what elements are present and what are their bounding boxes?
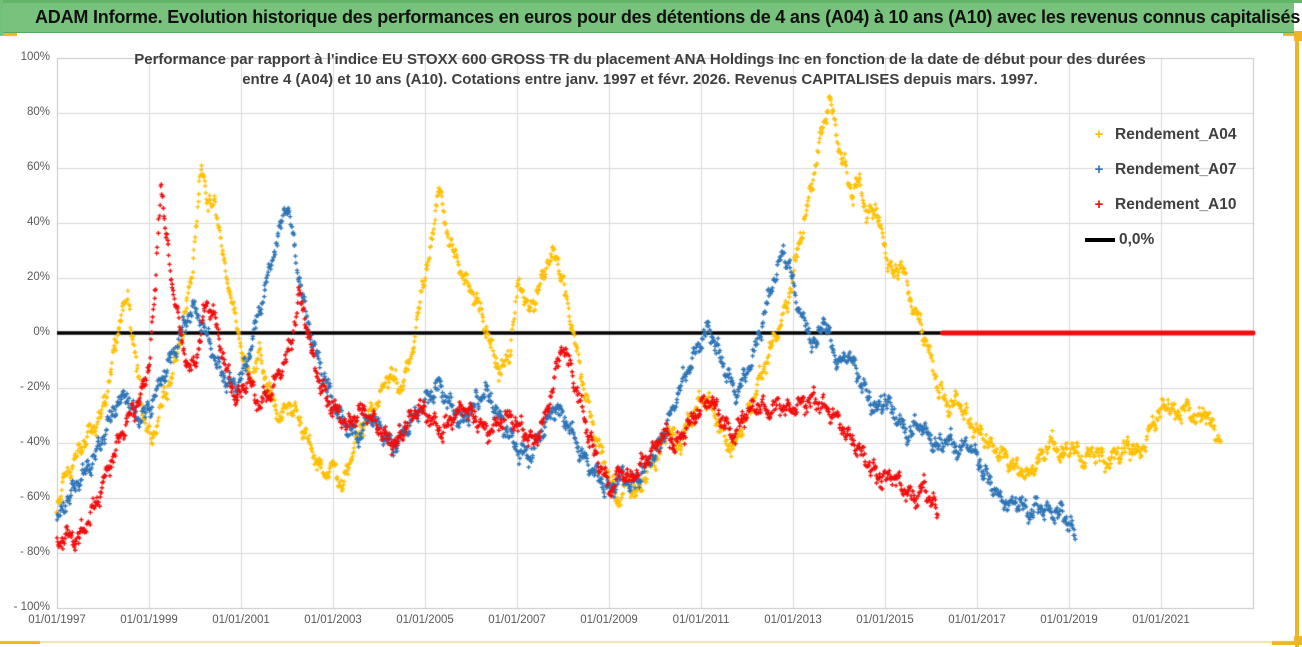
x-tick-label: 01/01/2015	[856, 614, 914, 626]
chart-title-line1: Performance par rapport à l'indice EU ST…	[134, 51, 1146, 68]
plus-marker-icon: +	[1094, 126, 1104, 143]
y-tick-label: 60%	[26, 161, 50, 173]
y-tick-label: - 40%	[19, 436, 50, 448]
y-tick-label: - 100%	[13, 601, 50, 613]
x-tick-label: 01/01/2019	[1040, 614, 1098, 626]
x-tick-label: 01/01/2017	[948, 614, 1006, 626]
y-tick-label: 100%	[20, 51, 50, 63]
plus-marker-icon: +	[1094, 161, 1104, 178]
chart-title: Performance par rapport à l'indice EU ST…	[120, 50, 1160, 90]
chart-title-line2: entre 4 (A04) et 10 ans (A10). Cotations…	[242, 71, 1038, 88]
legend-label: Rendement_A07	[1115, 160, 1237, 178]
legend-label: 0,0%	[1119, 230, 1155, 248]
y-tick-label: - 20%	[19, 381, 50, 393]
legend-label: Rendement_A10	[1115, 195, 1237, 213]
x-tick-label: 01/01/1997	[28, 614, 86, 626]
y-tick-label: 80%	[26, 106, 50, 118]
y-tick-label: 20%	[26, 271, 50, 283]
x-tick-label: 01/01/2001	[212, 614, 270, 626]
x-tick-label: 01/01/1999	[120, 614, 178, 626]
legend: + Rendement_A04 + Rendement_A07 + Rendement_A…	[1085, 122, 1285, 262]
legend-item-rendement-a10[interactable]: + Rendement_A10	[1085, 192, 1285, 217]
legend-item-rendement-a07[interactable]: + Rendement_A07	[1085, 157, 1285, 182]
legend-label: Rendement_A04	[1115, 125, 1237, 143]
y-tick-label: - 80%	[19, 546, 50, 558]
zero-line-sample-icon	[1085, 237, 1115, 242]
legend-item-rendement-a04[interactable]: + Rendement_A04	[1085, 122, 1285, 147]
legend-item-0-0-[interactable]: 0,0%	[1085, 227, 1285, 252]
plus-marker-icon: +	[1094, 196, 1104, 213]
x-tick-label: 01/01/2021	[1132, 614, 1190, 626]
x-tick-label: 01/01/2011	[672, 614, 730, 626]
x-tick-label: 01/01/2005	[396, 614, 454, 626]
y-tick-label: 40%	[26, 216, 50, 228]
y-tick-label: - 60%	[19, 491, 50, 503]
y-tick-label: 0%	[33, 326, 50, 338]
x-tick-label: 01/01/2007	[488, 614, 546, 626]
x-tick-label: 01/01/2009	[580, 614, 638, 626]
x-tick-label: 01/01/2003	[304, 614, 362, 626]
x-tick-label: 01/01/2013	[764, 614, 822, 626]
